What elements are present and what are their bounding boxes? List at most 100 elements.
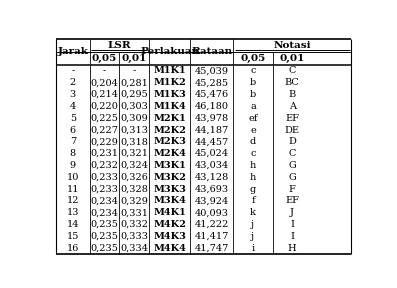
Text: 0,332: 0,332 <box>120 220 148 229</box>
Text: 0,220: 0,220 <box>91 102 118 111</box>
Text: a: a <box>250 102 256 111</box>
Text: 44,187: 44,187 <box>195 126 229 134</box>
Text: G: G <box>288 161 296 170</box>
Text: M3K2: M3K2 <box>153 173 186 182</box>
Text: M3K3: M3K3 <box>153 185 186 194</box>
Text: d: d <box>250 137 256 146</box>
Text: k: k <box>250 208 256 217</box>
Text: -: - <box>133 67 136 75</box>
Text: A: A <box>289 102 296 111</box>
Text: M2K4: M2K4 <box>153 149 186 158</box>
Text: 45,024: 45,024 <box>195 149 229 158</box>
Text: I: I <box>290 220 294 229</box>
Text: 0,05: 0,05 <box>92 54 117 63</box>
Text: 6: 6 <box>70 126 76 134</box>
Text: B: B <box>289 90 296 99</box>
Text: -: - <box>71 67 74 75</box>
Text: 0,234: 0,234 <box>91 196 119 205</box>
Text: 41,222: 41,222 <box>195 220 229 229</box>
Text: ef: ef <box>248 114 258 123</box>
Text: 0,235: 0,235 <box>91 220 118 229</box>
Text: M4K2: M4K2 <box>153 220 186 229</box>
Text: 43,978: 43,978 <box>195 114 229 123</box>
Text: 43,034: 43,034 <box>195 161 229 170</box>
Text: j: j <box>251 220 254 229</box>
Text: f: f <box>251 196 255 205</box>
Text: 3: 3 <box>69 90 76 99</box>
Text: 45,039: 45,039 <box>195 67 229 75</box>
Text: 0,214: 0,214 <box>91 90 119 99</box>
Text: C: C <box>288 67 296 75</box>
Text: Notasi: Notasi <box>273 41 311 50</box>
Text: M3K4: M3K4 <box>153 196 186 205</box>
Text: 5: 5 <box>70 114 76 123</box>
Text: 0,225: 0,225 <box>91 114 118 123</box>
Text: LSR: LSR <box>108 41 131 50</box>
Text: h: h <box>250 173 256 182</box>
Text: M2K1: M2K1 <box>153 114 186 123</box>
Text: 7: 7 <box>69 137 76 146</box>
Text: j: j <box>251 232 254 241</box>
Text: 12: 12 <box>67 196 79 205</box>
Text: F: F <box>289 185 295 194</box>
Text: H: H <box>288 244 297 253</box>
Text: 40,093: 40,093 <box>195 208 229 217</box>
Text: 0,331: 0,331 <box>120 208 148 217</box>
Text: EF: EF <box>285 114 299 123</box>
Text: 0,329: 0,329 <box>120 196 148 205</box>
Text: M2K3: M2K3 <box>153 137 186 146</box>
Text: M4K1: M4K1 <box>153 208 186 217</box>
Text: 0,326: 0,326 <box>120 173 148 182</box>
Text: 0,227: 0,227 <box>91 126 119 134</box>
Text: EF: EF <box>285 196 299 205</box>
Text: Perlakuan: Perlakuan <box>140 48 199 56</box>
Text: 0,295: 0,295 <box>120 90 148 99</box>
Text: Rataan: Rataan <box>191 48 232 56</box>
Text: 0,233: 0,233 <box>91 185 119 194</box>
Text: 0,232: 0,232 <box>91 161 119 170</box>
Text: i: i <box>251 244 254 253</box>
Text: 0,333: 0,333 <box>120 232 148 241</box>
Text: Jarak: Jarak <box>57 48 88 56</box>
Text: J: J <box>290 208 294 217</box>
Text: BC: BC <box>285 78 299 87</box>
Text: 4: 4 <box>69 102 76 111</box>
Text: M4K4: M4K4 <box>153 244 186 253</box>
Text: I: I <box>290 232 294 241</box>
Text: h: h <box>250 161 256 170</box>
Text: 44,457: 44,457 <box>195 137 229 146</box>
Text: 0,334: 0,334 <box>120 244 148 253</box>
Text: M4K3: M4K3 <box>153 232 186 241</box>
Text: -: - <box>103 67 106 75</box>
Text: 0,234: 0,234 <box>91 208 119 217</box>
Text: 8: 8 <box>70 149 76 158</box>
Text: 0,229: 0,229 <box>91 137 118 146</box>
Text: D: D <box>288 137 296 146</box>
Text: 0,321: 0,321 <box>120 149 148 158</box>
Text: 45,285: 45,285 <box>195 78 229 87</box>
Text: e: e <box>250 126 256 134</box>
Text: 0,324: 0,324 <box>120 161 148 170</box>
Text: 0,309: 0,309 <box>120 114 148 123</box>
Text: 0,328: 0,328 <box>120 185 148 194</box>
Text: 15: 15 <box>67 232 79 241</box>
Text: 9: 9 <box>70 161 76 170</box>
Text: c: c <box>250 67 256 75</box>
Text: 0,233: 0,233 <box>91 173 119 182</box>
Text: 0,235: 0,235 <box>91 232 118 241</box>
Text: M1K4: M1K4 <box>153 102 186 111</box>
Text: 45,476: 45,476 <box>195 90 229 99</box>
Text: G: G <box>288 173 296 182</box>
Text: DE: DE <box>285 126 300 134</box>
Text: 0,313: 0,313 <box>120 126 148 134</box>
Text: 0,281: 0,281 <box>120 78 148 87</box>
Text: 0,01: 0,01 <box>121 54 147 63</box>
Text: 43,924: 43,924 <box>195 196 229 205</box>
Text: M1K2: M1K2 <box>153 78 186 87</box>
Text: b: b <box>250 90 256 99</box>
Text: 41,747: 41,747 <box>195 244 229 253</box>
Text: 43,128: 43,128 <box>195 173 229 182</box>
Text: 0,05: 0,05 <box>240 54 266 63</box>
Text: M3K1: M3K1 <box>153 161 186 170</box>
Text: 0,231: 0,231 <box>91 149 119 158</box>
